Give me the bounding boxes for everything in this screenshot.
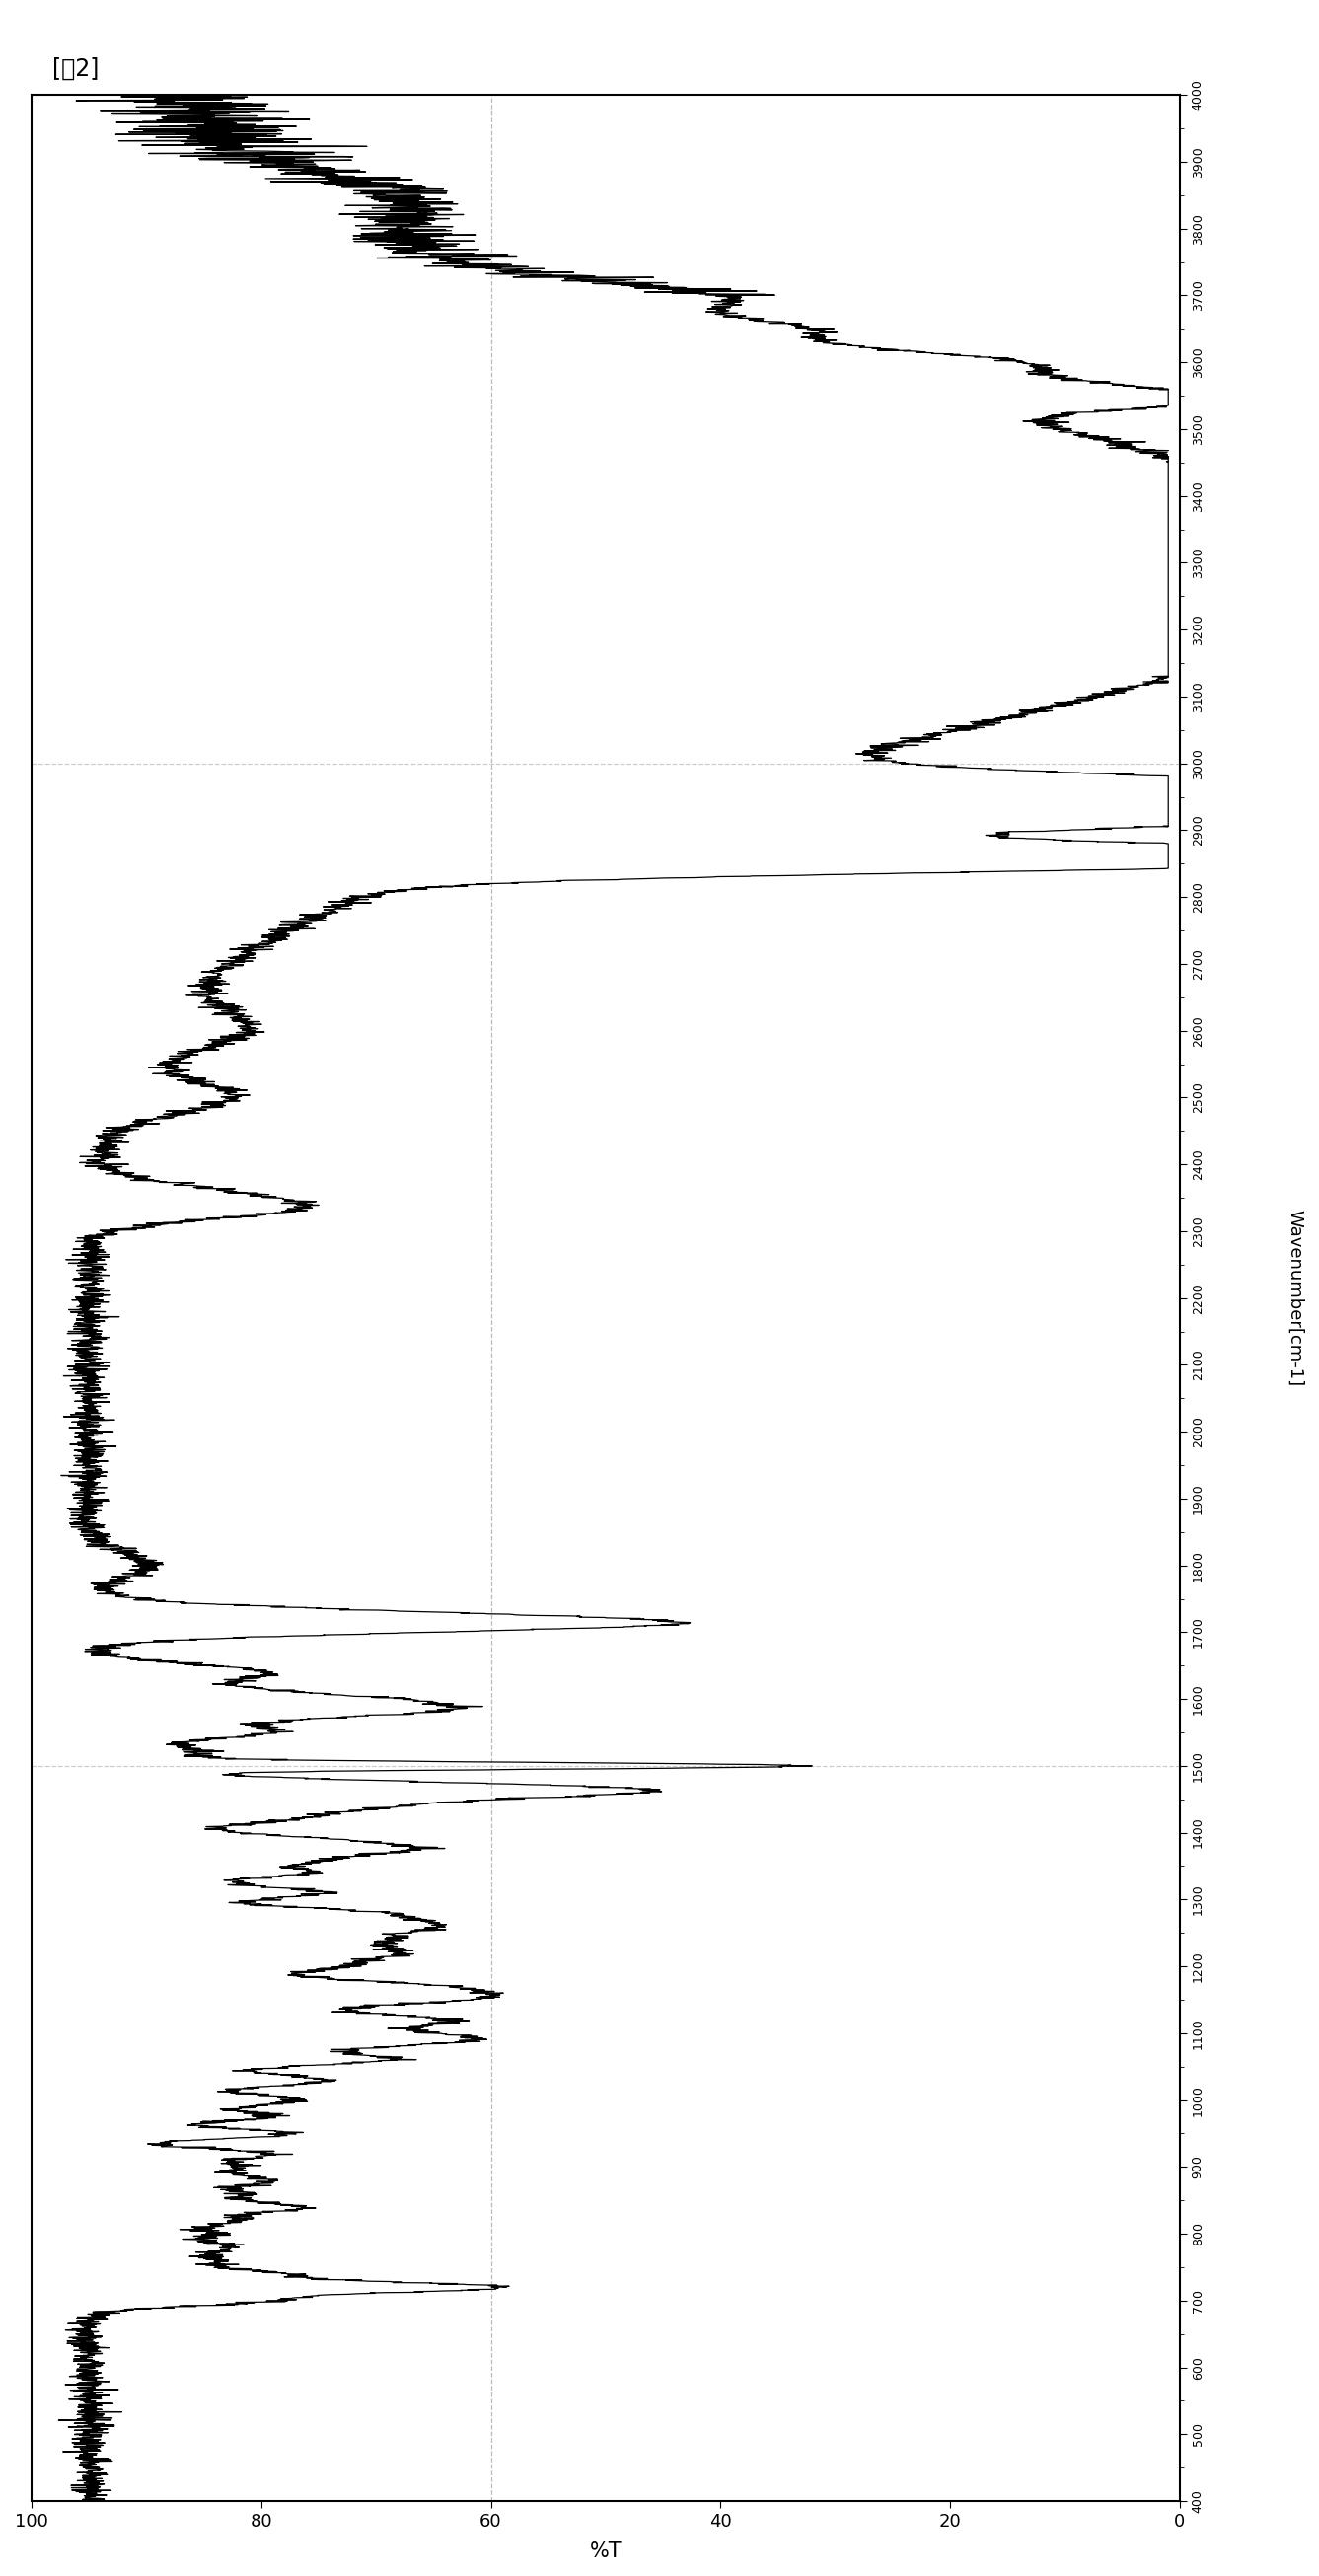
Text: [図2]: [図2] bbox=[53, 57, 99, 80]
X-axis label: %T: %T bbox=[590, 2543, 621, 2561]
Y-axis label: Wavenumber[cm-1]: Wavenumber[cm-1] bbox=[1286, 1211, 1304, 1386]
